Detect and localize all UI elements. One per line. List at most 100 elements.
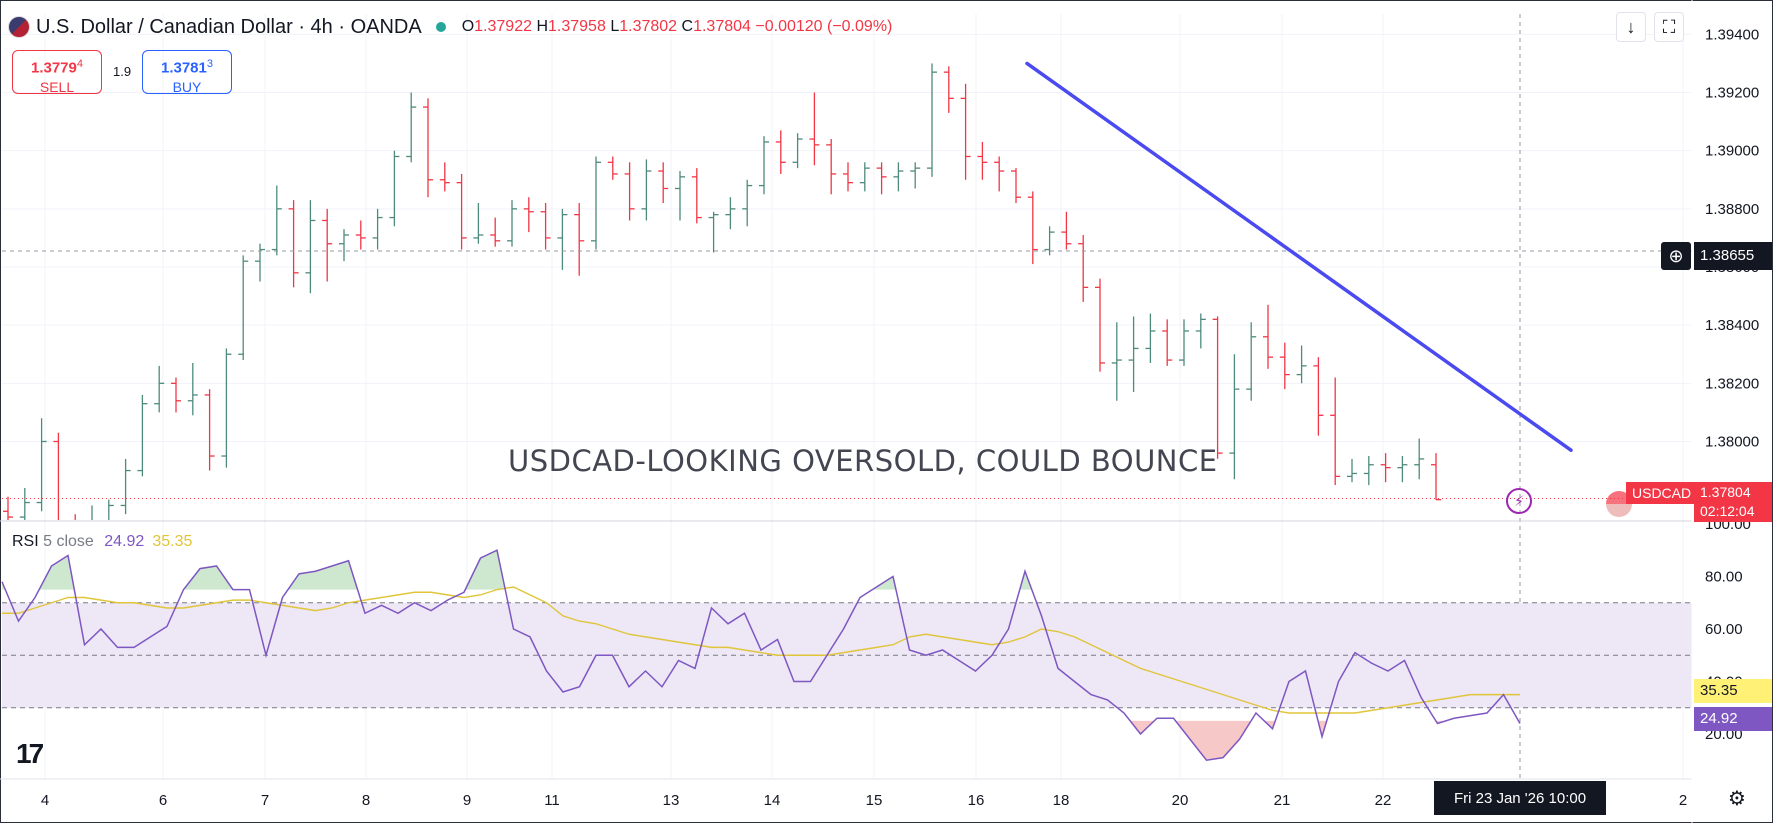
ohlc-bar <box>108 499 114 520</box>
tradingview-logo[interactable]: 17 <box>16 738 44 769</box>
download-icon[interactable]: ↓ <box>1616 12 1646 42</box>
price-tick-label: 1.38400 <box>1705 317 1759 334</box>
overlays <box>2 14 1692 778</box>
ohlc-bar <box>641 159 652 221</box>
ohlc-bar <box>1279 342 1290 390</box>
symbol-title[interactable]: U.S. Dollar / Canadian Dollar · 4h · OAN… <box>36 15 422 38</box>
ohlc-bar <box>1078 235 1089 302</box>
ohlc-values: O1.37922 H1.37958 L1.37802 C1.37804 −0.0… <box>461 18 893 35</box>
ohlc-bar <box>456 173 467 250</box>
rsi-legend[interactable]: RSI 5 close 24.92 35.35 <box>12 533 193 550</box>
time-tick-label: 21 <box>1274 792 1291 809</box>
time-tick-label: 7 <box>261 792 269 809</box>
rsi-overbought-fill <box>315 566 332 590</box>
rsi-line <box>1 549 1521 762</box>
rsi-overbought-fill <box>299 571 316 590</box>
sell-button[interactable]: 1.37794 SELL <box>12 50 102 95</box>
time-tick-label: 14 <box>764 792 781 809</box>
ohlc-bar <box>53 432 60 520</box>
ohlc-bar <box>19 488 30 520</box>
ohlc-bar <box>305 200 316 294</box>
symbol-tag: USDCAD <box>1626 482 1694 504</box>
ohlc-bar <box>977 141 988 180</box>
ohlc-bar <box>591 156 601 250</box>
price-tick-label: 1.38000 <box>1705 433 1759 450</box>
ohlc-bar <box>507 200 517 247</box>
ohlc-bar <box>1397 456 1408 483</box>
ohlc-bar <box>1246 322 1257 401</box>
ohlc-bar <box>1212 316 1223 459</box>
ohlc-bar <box>255 243 265 282</box>
ohlc-bar <box>1011 168 1021 204</box>
ohlc-bar <box>490 217 501 247</box>
rsi-tick-label: 60.00 <box>1705 621 1743 638</box>
ohlc-bar <box>271 185 282 256</box>
ohlc-bar <box>120 458 131 515</box>
ohlc-bar <box>574 203 585 276</box>
market-open-icon <box>435 22 446 32</box>
settings-gear-icon[interactable]: ⚙ <box>1728 788 1746 810</box>
time-tick-label: 16 <box>968 792 985 809</box>
fullscreen-icon[interactable]: ⛶ <box>1654 12 1684 42</box>
ohlc-bar <box>708 211 719 253</box>
buy-button[interactable]: 1.37813 BUY <box>142 50 232 95</box>
ohlc-bar <box>91 505 93 520</box>
ohlc-bar <box>1363 456 1374 486</box>
ohlc-bar <box>557 208 568 270</box>
ohlc-bar <box>1296 345 1307 384</box>
ohlc-bar <box>624 162 635 221</box>
ohlc-bar <box>355 220 366 250</box>
rsi-ma-tag: 35.35 <box>1694 679 1772 703</box>
add-alert-icon[interactable]: ⊕ <box>1661 242 1691 270</box>
last-price-tag: 1.37804 02:12:04 <box>1694 482 1772 522</box>
price-tick-label: 1.39000 <box>1705 143 1759 160</box>
ohlc-bar <box>1061 211 1072 250</box>
ohlc-bar <box>910 162 921 189</box>
lightning-alert-icon[interactable]: ⚡ <box>1506 488 1532 514</box>
crosshair-date-tag: Fri 23 Jan '26 10:00 <box>1434 781 1606 815</box>
price-tick-label: 1.38800 <box>1705 201 1759 218</box>
symbol-header: U.S. Dollar / Canadian Dollar · 4h · OAN… <box>8 12 892 42</box>
ohlc-bar <box>859 162 870 192</box>
ohlc-bar <box>927 63 937 177</box>
ohlc-bar <box>691 168 702 224</box>
rsi-overbought-fill <box>332 560 349 590</box>
ohlc-bar <box>725 197 736 230</box>
time-tick-label: 13 <box>663 792 680 809</box>
rsi-ma-line <box>2 586 1520 714</box>
ohlc-bar <box>439 162 450 192</box>
ohlc-bar <box>238 255 249 361</box>
chart-annotation[interactable]: USDCAD-LOOKING OVERSOLD, COULD BOUNCE <box>508 444 1218 478</box>
price-tick-label: 1.38200 <box>1705 375 1759 392</box>
ohlc-bar <box>1330 377 1341 486</box>
ohlc-bar <box>137 394 148 477</box>
ohlc-bar <box>994 156 1005 192</box>
time-tick-label: 6 <box>159 792 167 809</box>
ohlc-bar <box>809 92 820 166</box>
ohlc-bar <box>1111 322 1122 401</box>
time-tick-label: 8 <box>362 792 370 809</box>
us-flag-icon <box>1606 491 1632 517</box>
ohlc-bar <box>1145 313 1156 363</box>
ohlc-bar <box>406 92 417 163</box>
spread-value: 1.9 <box>113 64 132 79</box>
ohlc-bar <box>204 389 215 471</box>
rsi-overbought-fill <box>480 550 497 590</box>
ohlc-bar <box>1027 191 1038 265</box>
time-tick-label: 4 <box>41 792 49 809</box>
ohlc-bar <box>1044 226 1055 256</box>
trendline <box>1025 61 1573 452</box>
rsi-tick-label: 80.00 <box>1705 569 1743 586</box>
ohlc-bar <box>1431 453 1441 501</box>
ohlc-bar <box>759 136 769 195</box>
ohlc-bar <box>960 83 971 180</box>
ohlc-bar <box>187 362 198 416</box>
time-tick-label: 9 <box>463 792 471 809</box>
ohlc-bar <box>288 200 299 288</box>
ohlc-bar <box>473 203 484 244</box>
crosshair-price-tag: 1.38655 <box>1694 242 1772 270</box>
price-tick-label: 1.39400 <box>1705 26 1759 43</box>
